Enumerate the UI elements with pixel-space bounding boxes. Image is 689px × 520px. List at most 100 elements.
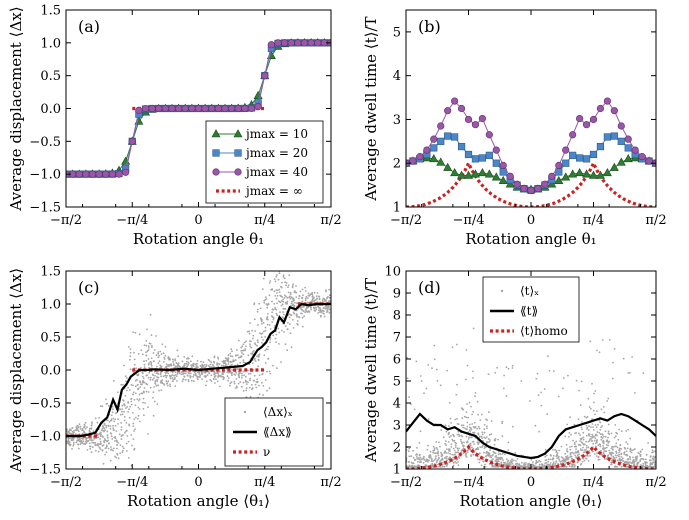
scatter-point [295, 291, 297, 294]
scatter-point [285, 284, 287, 287]
scatter-point [129, 405, 132, 408]
scatter-point [441, 453, 443, 456]
scatter-point [602, 442, 605, 445]
marker-triangle [616, 157, 626, 166]
scatter-point [72, 437, 75, 440]
scatter-point [415, 465, 418, 468]
scatter-point [440, 429, 443, 431]
scatter-point [295, 314, 298, 317]
scatter-point [469, 448, 472, 451]
scatter-point [644, 463, 647, 466]
scatter-point [127, 401, 130, 403]
scatter-point [102, 462, 105, 465]
scatter-point [128, 424, 131, 427]
scatter-point [183, 356, 186, 358]
scatter-point [626, 454, 628, 457]
scatter-point [123, 364, 125, 367]
scatter-point [472, 426, 475, 428]
scatter-point [593, 439, 596, 442]
scatter-point [279, 260, 281, 262]
y-axis-label: Average dwell time ⟨t⟩/T [362, 278, 380, 463]
scatter-point [468, 401, 471, 404]
scatter-point [646, 461, 648, 464]
scatter-point [546, 454, 548, 457]
scatter-point [183, 365, 185, 368]
scatter-point [418, 454, 421, 457]
scatter-point [549, 458, 552, 461]
scatter-point [624, 447, 627, 450]
scatter-point [472, 327, 475, 330]
scatter-point [593, 453, 596, 455]
scatter-point [257, 354, 260, 357]
scatter-point [200, 360, 202, 363]
scatter-point [254, 343, 257, 346]
scatter-point [506, 463, 509, 466]
scatter-point [288, 296, 290, 299]
scatter-point [136, 378, 138, 381]
scatter-point [416, 458, 418, 460]
scatter-point [152, 374, 155, 376]
scatter-point [625, 441, 628, 443]
marker-square [617, 137, 625, 145]
scatter-point [453, 449, 456, 452]
scatter-point [543, 388, 546, 390]
scatter-point [221, 360, 224, 363]
scatter-point [145, 383, 148, 385]
scatter-point [599, 445, 602, 448]
scatter-point [454, 444, 457, 446]
scatter-point [78, 447, 80, 450]
scatter-point [573, 452, 575, 455]
scatter-point [452, 447, 455, 450]
scatter-point [477, 432, 480, 435]
scatter-point [620, 458, 623, 461]
scatter-point [435, 441, 438, 443]
scatter-point [435, 446, 438, 449]
scatter-point [474, 395, 476, 398]
scatter-point [308, 310, 311, 313]
scatter-point [282, 298, 284, 301]
scatter-point [425, 387, 428, 390]
scatter-point [258, 302, 261, 305]
homo-curve [406, 444, 656, 469]
scatter-point [249, 395, 252, 398]
scatter-point [123, 419, 126, 422]
scatter-point [292, 283, 294, 286]
scatter-point [305, 308, 308, 310]
scatter-point [167, 372, 170, 375]
scatter-point [291, 318, 294, 321]
scatter-point [503, 374, 505, 377]
scatter-point [449, 456, 451, 459]
y-axis-label: Average displacement ⟨Δx⟩ [7, 268, 25, 473]
scatter-point [271, 315, 274, 318]
panel-label: (a) [78, 17, 100, 36]
scatter-point [237, 356, 240, 359]
scatter-point [76, 424, 79, 427]
scatter-point [187, 380, 190, 383]
scatter-point [245, 340, 248, 343]
marker-circle [464, 115, 473, 124]
scatter-point [95, 443, 97, 446]
marker-circle [221, 104, 229, 113]
scatter-point [238, 376, 241, 379]
scatter-point [148, 362, 151, 365]
scatter-point [304, 311, 306, 314]
scatter-point [436, 380, 439, 382]
scatter-point [217, 376, 219, 378]
scatter-point [142, 372, 144, 375]
scatter-point [591, 423, 594, 425]
scatter-point [535, 465, 538, 468]
scatter-point [256, 344, 258, 347]
scatter-point [127, 346, 130, 348]
scatter-point [132, 391, 135, 394]
scatter-point [620, 465, 623, 468]
scatter-point [263, 301, 266, 304]
scatter-point [255, 386, 258, 389]
scatter-point [187, 363, 190, 366]
scatter-point [176, 349, 179, 352]
scatter-point [106, 402, 108, 405]
scatter-point [582, 446, 584, 449]
marker-circle [201, 104, 209, 113]
scatter-point [313, 291, 316, 294]
x-tick-label: π/4 [254, 475, 275, 490]
